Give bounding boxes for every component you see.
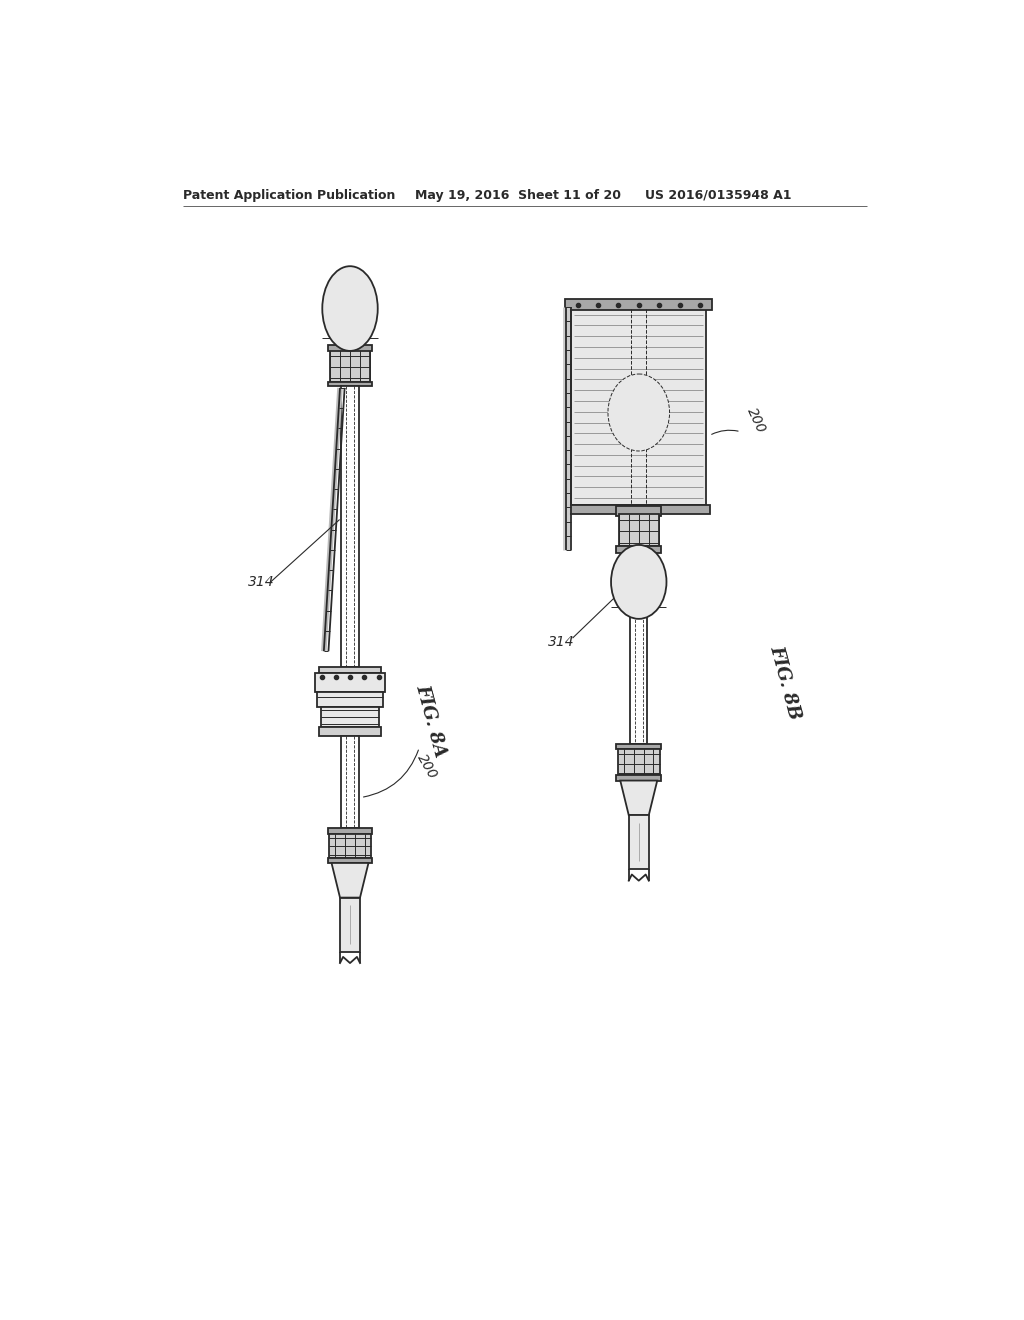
Bar: [316, 692, 383, 708]
Bar: [616, 743, 662, 748]
Polygon shape: [621, 780, 657, 816]
Bar: [319, 667, 381, 673]
Bar: [328, 381, 373, 387]
Text: 314: 314: [549, 635, 575, 649]
Bar: [571, 309, 707, 506]
Bar: [340, 898, 360, 952]
Bar: [328, 345, 373, 351]
Text: 200: 200: [415, 751, 439, 781]
Bar: [629, 816, 649, 869]
Bar: [328, 829, 373, 834]
Bar: [616, 775, 662, 780]
FancyArrowPatch shape: [364, 750, 419, 797]
Bar: [341, 737, 359, 829]
Ellipse shape: [608, 374, 670, 451]
Bar: [616, 507, 662, 516]
Bar: [616, 546, 662, 553]
Text: 314: 314: [248, 576, 274, 589]
FancyArrowPatch shape: [712, 430, 738, 434]
Bar: [319, 726, 381, 737]
Bar: [315, 673, 385, 692]
Bar: [328, 858, 373, 863]
Bar: [618, 515, 658, 546]
Bar: [330, 350, 370, 381]
Polygon shape: [332, 863, 369, 898]
Text: May 19, 2016  Sheet 11 of 20: May 19, 2016 Sheet 11 of 20: [416, 189, 622, 202]
Bar: [565, 300, 713, 310]
Bar: [617, 748, 659, 775]
Text: FIG. 8A: FIG. 8A: [413, 682, 450, 759]
Bar: [567, 506, 710, 515]
Bar: [631, 615, 647, 743]
Ellipse shape: [323, 267, 378, 351]
Bar: [322, 708, 379, 726]
Text: Patent Application Publication: Patent Application Publication: [183, 189, 395, 202]
Ellipse shape: [611, 545, 667, 619]
Text: 200: 200: [744, 405, 768, 436]
Text: US 2016/0135948 A1: US 2016/0135948 A1: [645, 189, 792, 202]
Bar: [330, 834, 371, 858]
Bar: [341, 387, 359, 667]
Text: FIG. 8B: FIG. 8B: [767, 643, 804, 721]
